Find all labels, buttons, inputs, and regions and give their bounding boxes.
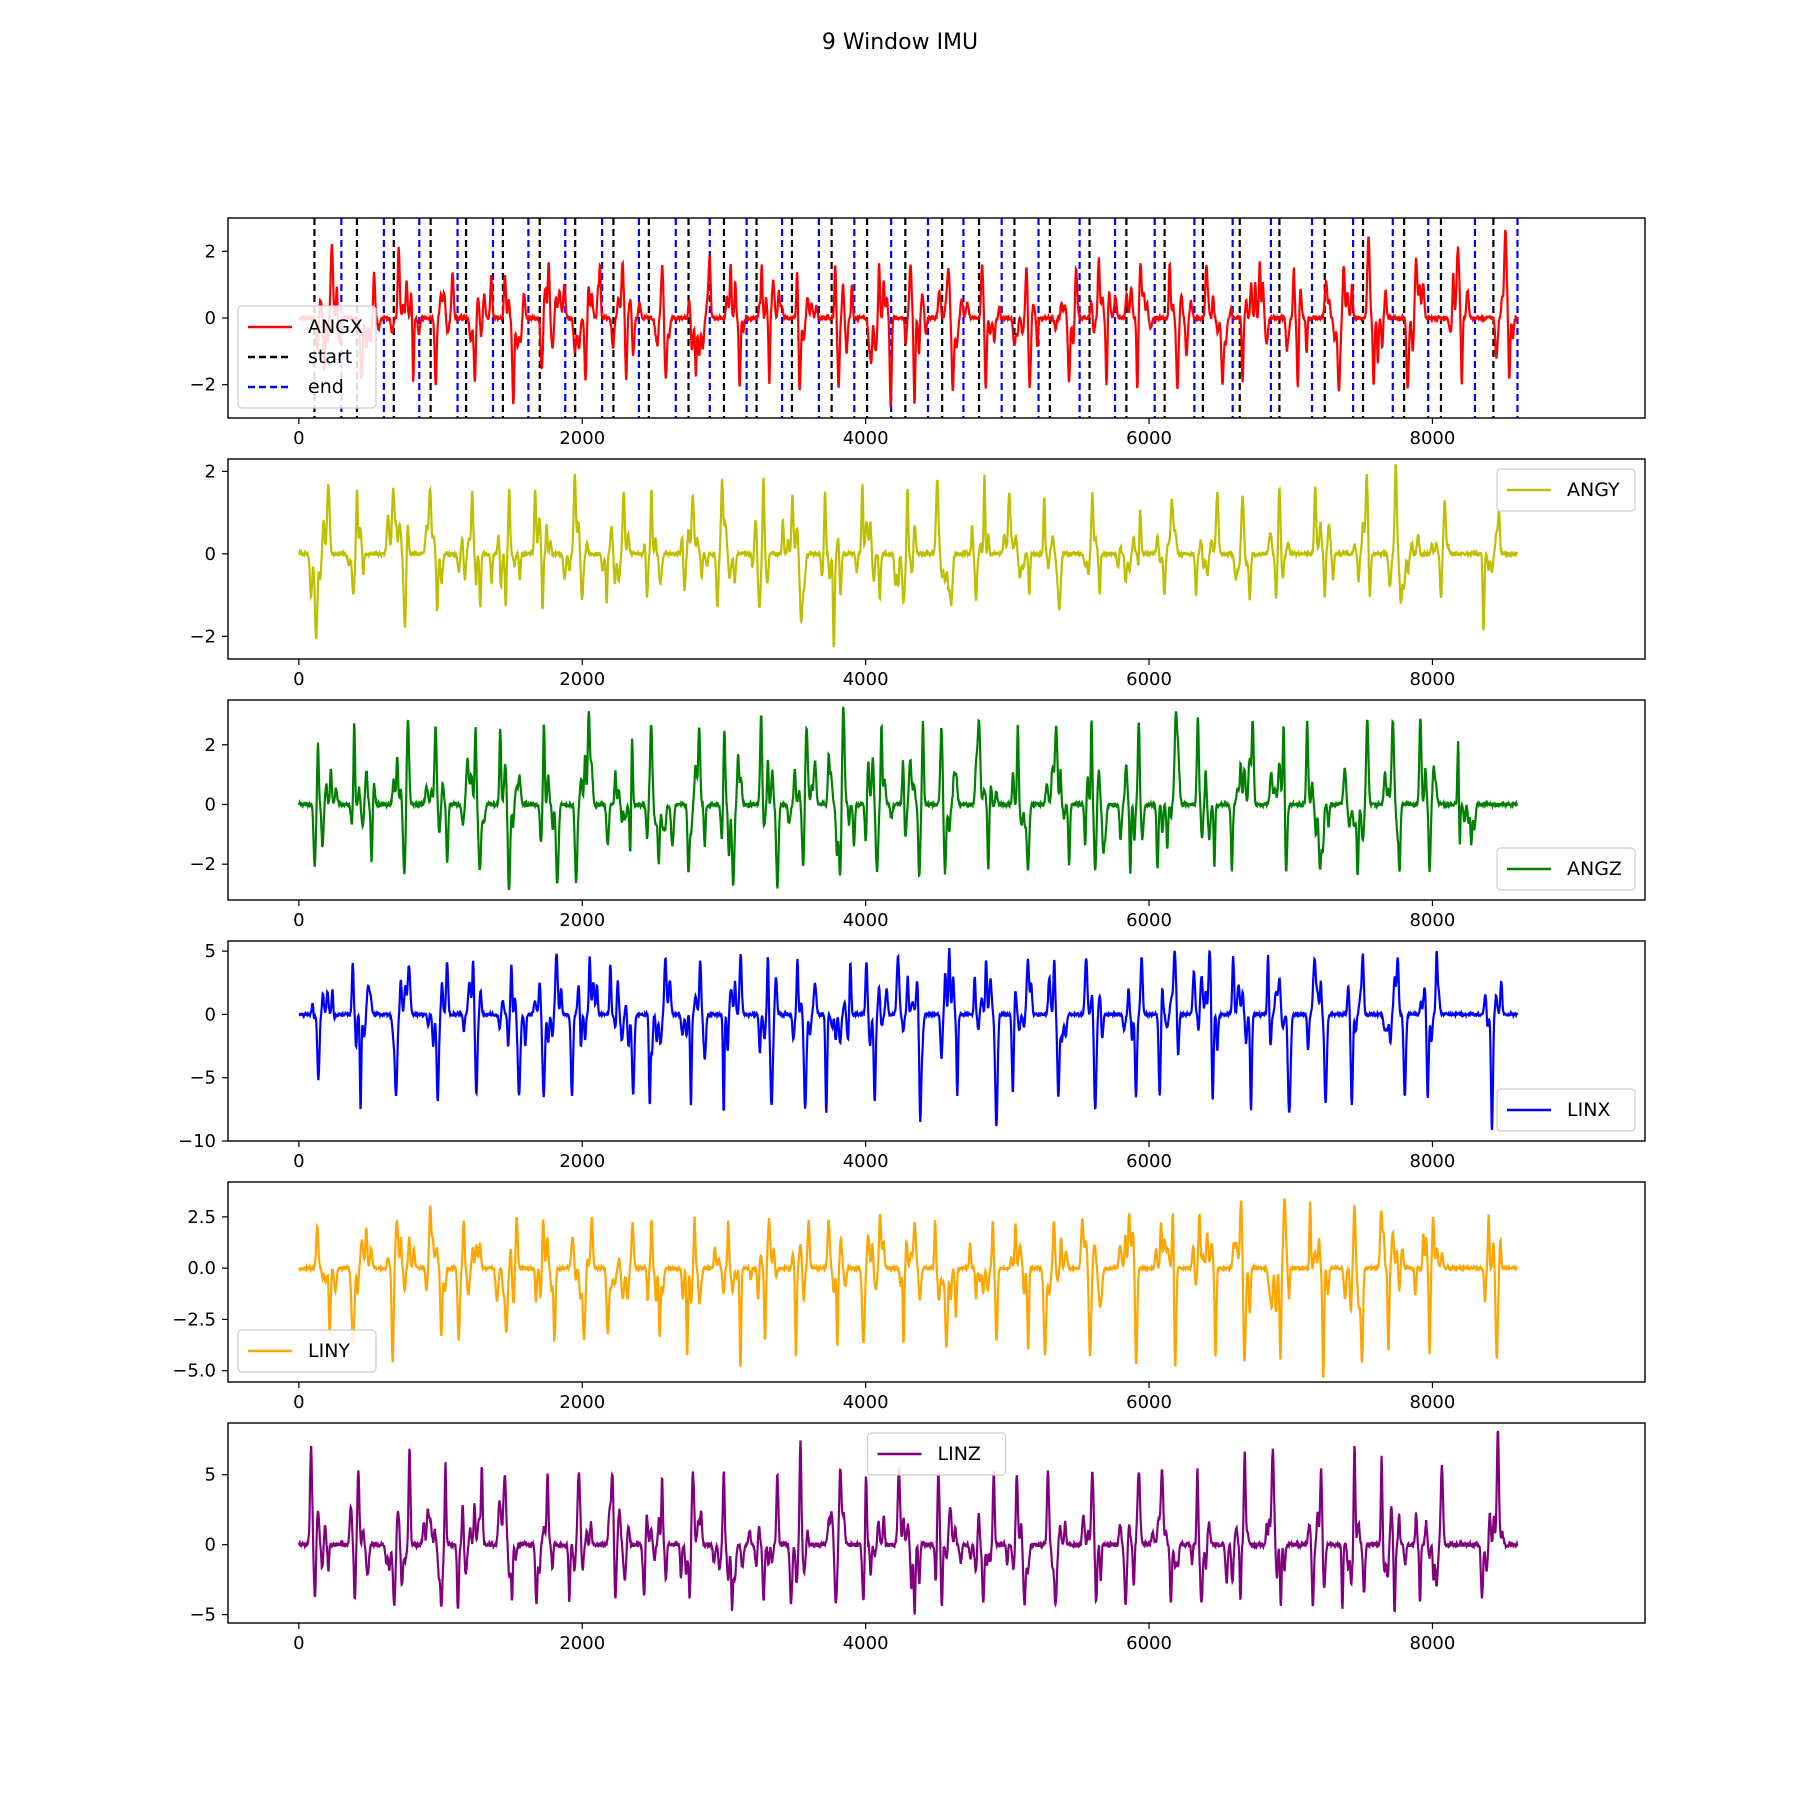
y-tick-label: 0 bbox=[205, 1004, 216, 1025]
legend-label: ANGZ bbox=[1567, 858, 1622, 880]
y-tick-label: −2.5 bbox=[172, 1309, 216, 1330]
legend: ANGY bbox=[1496, 468, 1636, 512]
y-tick-label: 0 bbox=[205, 544, 216, 565]
legend-box bbox=[237, 1329, 377, 1373]
x-tick-label: 8000 bbox=[1410, 1151, 1456, 1172]
y-tick-label: −5 bbox=[189, 1068, 216, 1089]
legend: LINX bbox=[1496, 1088, 1636, 1132]
legend-box bbox=[1496, 847, 1636, 891]
x-tick-label: 2000 bbox=[559, 1392, 605, 1413]
y-tick-label: 0 bbox=[205, 308, 216, 329]
series-line-linz bbox=[297, 1430, 1519, 1615]
series-line-angx bbox=[298, 229, 1519, 408]
x-tick-label: 0 bbox=[293, 1151, 304, 1172]
x-tick-label: 4000 bbox=[843, 910, 889, 931]
x-tick-label: 2000 bbox=[559, 1151, 605, 1172]
legend-label: ANGY bbox=[1567, 479, 1620, 501]
y-tick-label: 5 bbox=[205, 941, 216, 962]
legend-label: LINX bbox=[1567, 1099, 1610, 1121]
x-tick-label: 6000 bbox=[1126, 910, 1172, 931]
subplot-angz: 0 2000 4000 6000 8000 −2 0 2 ANGZ bbox=[189, 699, 1646, 931]
x-tick-label: 2000 bbox=[559, 428, 605, 449]
y-tick-label: −5.0 bbox=[172, 1361, 216, 1382]
legend: ANGZ bbox=[1496, 847, 1636, 891]
x-tick-label: 6000 bbox=[1126, 1151, 1172, 1172]
series-line-angy bbox=[298, 464, 1519, 648]
y-tick-label: 0 bbox=[205, 794, 216, 815]
x-tick-label: 4000 bbox=[843, 428, 889, 449]
x-tick-label: 4000 bbox=[843, 1392, 889, 1413]
y-tick-label: 0.0 bbox=[187, 1258, 216, 1279]
subplot-linz: 0 2000 4000 6000 8000 −5 0 5 LINZ bbox=[189, 1422, 1646, 1654]
y-tick-label: −2 bbox=[189, 375, 216, 396]
x-tick-label: 4000 bbox=[843, 669, 889, 690]
subplot-linx: 0 2000 4000 6000 8000 −10 −5 0 5 LINX bbox=[178, 940, 1646, 1172]
x-tick-label: 0 bbox=[293, 669, 304, 690]
legend-box bbox=[1496, 468, 1636, 512]
y-tick-label: 0 bbox=[205, 1535, 216, 1556]
legend-box bbox=[237, 305, 377, 409]
y-tick-label: −2 bbox=[189, 854, 216, 875]
legend-label: end bbox=[308, 376, 344, 398]
series-line-liny bbox=[298, 1198, 1518, 1378]
x-tick-label: 4000 bbox=[843, 1633, 889, 1654]
legend-label: LINZ bbox=[938, 1443, 981, 1465]
legend-label: LINY bbox=[308, 1340, 350, 1362]
x-tick-label: 8000 bbox=[1410, 1392, 1456, 1413]
axes-frame bbox=[227, 1422, 1646, 1624]
subplot-liny: 0 2000 4000 6000 8000 −5.0 −2.5 0.0 2.5 LINY bbox=[172, 1181, 1646, 1413]
legend-box bbox=[1496, 1088, 1636, 1132]
x-tick-label: 4000 bbox=[843, 1151, 889, 1172]
y-tick-label: 5 bbox=[205, 1465, 216, 1486]
axes-frame bbox=[227, 458, 1646, 660]
x-tick-label: 0 bbox=[293, 428, 304, 449]
y-tick-label: 2 bbox=[205, 241, 216, 262]
x-tick-label: 2000 bbox=[559, 910, 605, 931]
x-tick-label: 2000 bbox=[559, 669, 605, 690]
axes-frame bbox=[227, 699, 1646, 901]
legend: LINZ bbox=[866, 1432, 1007, 1476]
legend-label: start bbox=[308, 346, 352, 368]
x-tick-label: 0 bbox=[293, 1633, 304, 1654]
y-tick-label: −10 bbox=[178, 1131, 216, 1152]
y-tick-label: −2 bbox=[189, 626, 216, 647]
legend-label: ANGX bbox=[308, 316, 363, 338]
x-tick-label: 8000 bbox=[1410, 428, 1456, 449]
x-tick-label: 6000 bbox=[1126, 428, 1172, 449]
subplot-angy: 0 2000 4000 6000 8000 −2 0 2 ANGY bbox=[189, 458, 1646, 690]
figure-title: 9 Window IMU bbox=[821, 30, 979, 55]
x-tick-label: 0 bbox=[293, 1392, 304, 1413]
axes-frame bbox=[227, 1181, 1646, 1383]
legend: LINY bbox=[237, 1329, 377, 1373]
y-tick-label: −5 bbox=[189, 1605, 216, 1626]
y-tick-label: 2 bbox=[205, 461, 216, 482]
legend-box bbox=[866, 1432, 1007, 1476]
series-line-angz bbox=[297, 706, 1519, 891]
x-tick-label: 2000 bbox=[559, 1633, 605, 1654]
x-tick-label: 6000 bbox=[1126, 1633, 1172, 1654]
x-tick-label: 8000 bbox=[1410, 669, 1456, 690]
series-line-linx bbox=[298, 947, 1519, 1130]
y-tick-label: 2.5 bbox=[187, 1207, 216, 1228]
legend: ANGX start end bbox=[237, 305, 377, 409]
y-tick-label: 2 bbox=[205, 735, 216, 756]
axes-frame bbox=[227, 940, 1646, 1142]
x-tick-label: 8000 bbox=[1410, 910, 1456, 931]
x-tick-label: 8000 bbox=[1410, 1633, 1456, 1654]
x-tick-label: 0 bbox=[293, 910, 304, 931]
subplot-angx: 0 2000 4000 6000 8000 −2 0 2 ANGX start end bbox=[189, 217, 1646, 449]
x-tick-label: 6000 bbox=[1126, 669, 1172, 690]
x-tick-label: 6000 bbox=[1126, 1392, 1172, 1413]
